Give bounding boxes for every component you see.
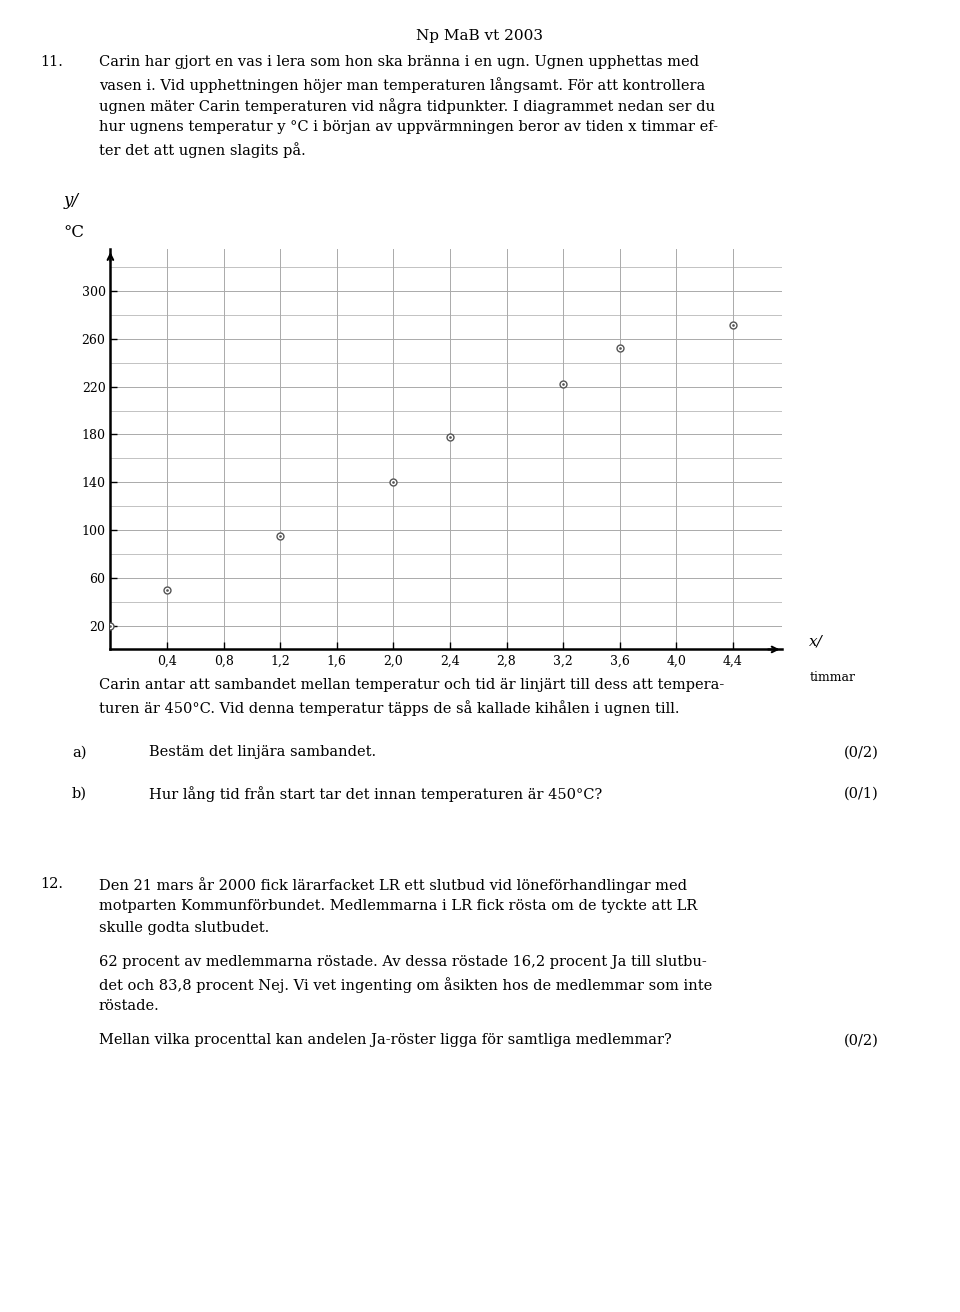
Text: (0/2): (0/2) bbox=[844, 745, 878, 760]
Text: 12.: 12. bbox=[40, 878, 63, 891]
Text: Np MaB vt 2003: Np MaB vt 2003 bbox=[417, 29, 543, 43]
Text: a): a) bbox=[72, 745, 86, 760]
Text: y/: y/ bbox=[63, 193, 79, 209]
Text: Hur lång tid från start tar det innan temperaturen är 450°C?: Hur lång tid från start tar det innan te… bbox=[149, 786, 602, 802]
Text: (0/1): (0/1) bbox=[844, 786, 878, 800]
Text: (0/2): (0/2) bbox=[844, 1034, 878, 1047]
Text: turen är 450°C. Vid denna temperatur täpps de så kallade kihålen i ugnen till.: turen är 450°C. Vid denna temperatur täp… bbox=[99, 701, 680, 716]
Text: röstade.: röstade. bbox=[99, 998, 159, 1013]
Text: motparten Kommunförbundet. Medlemmarna i LR fick rösta om de tyckte att LR: motparten Kommunförbundet. Medlemmarna i… bbox=[99, 899, 697, 913]
Text: det och 83,8 procent Nej. Vi vet ingenting om åsikten hos de medlemmar som inte: det och 83,8 procent Nej. Vi vet ingenti… bbox=[99, 977, 712, 993]
Text: ugnen mäter Carin temperaturen vid några tidpunkter. I diagrammet nedan ser du: ugnen mäter Carin temperaturen vid några… bbox=[99, 98, 715, 114]
Text: 11.: 11. bbox=[40, 55, 63, 70]
Text: Carin har gjort en vas i lera som hon ska bränna i en ugn. Ugnen upphettas med: Carin har gjort en vas i lera som hon sk… bbox=[99, 55, 699, 70]
Text: vasen i. Vid upphettningen höjer man temperaturen långsamt. För att kontrollera: vasen i. Vid upphettningen höjer man tem… bbox=[99, 76, 706, 93]
Text: ter det att ugnen slagits på.: ter det att ugnen slagits på. bbox=[99, 142, 305, 157]
Text: b): b) bbox=[72, 786, 87, 800]
Text: skulle godta slutbudet.: skulle godta slutbudet. bbox=[99, 921, 269, 934]
Text: Carin antar att sambandet mellan temperatur och tid är linjärt till dess att tem: Carin antar att sambandet mellan tempera… bbox=[99, 678, 724, 693]
Text: Den 21 mars år 2000 fick lärarfacket LR ett slutbud vid löneförhandlingar med: Den 21 mars år 2000 fick lärarfacket LR … bbox=[99, 878, 687, 893]
Text: timmar: timmar bbox=[809, 670, 855, 684]
Text: hur ugnens temperatur y °C i början av uppvärmningen beror av tiden x timmar ef-: hur ugnens temperatur y °C i början av u… bbox=[99, 119, 718, 134]
Text: 62 procent av medlemmarna röstade. Av dessa röstade 16,2 procent Ja till slutbu-: 62 procent av medlemmarna röstade. Av de… bbox=[99, 955, 707, 970]
Text: °C: °C bbox=[63, 224, 84, 241]
Text: Mellan vilka procenttal kan andelen Ja-röster ligga för samtliga medlemmar?: Mellan vilka procenttal kan andelen Ja-r… bbox=[99, 1034, 672, 1047]
Text: x/: x/ bbox=[809, 635, 823, 648]
Text: Bestäm det linjära sambandet.: Bestäm det linjära sambandet. bbox=[149, 745, 376, 760]
